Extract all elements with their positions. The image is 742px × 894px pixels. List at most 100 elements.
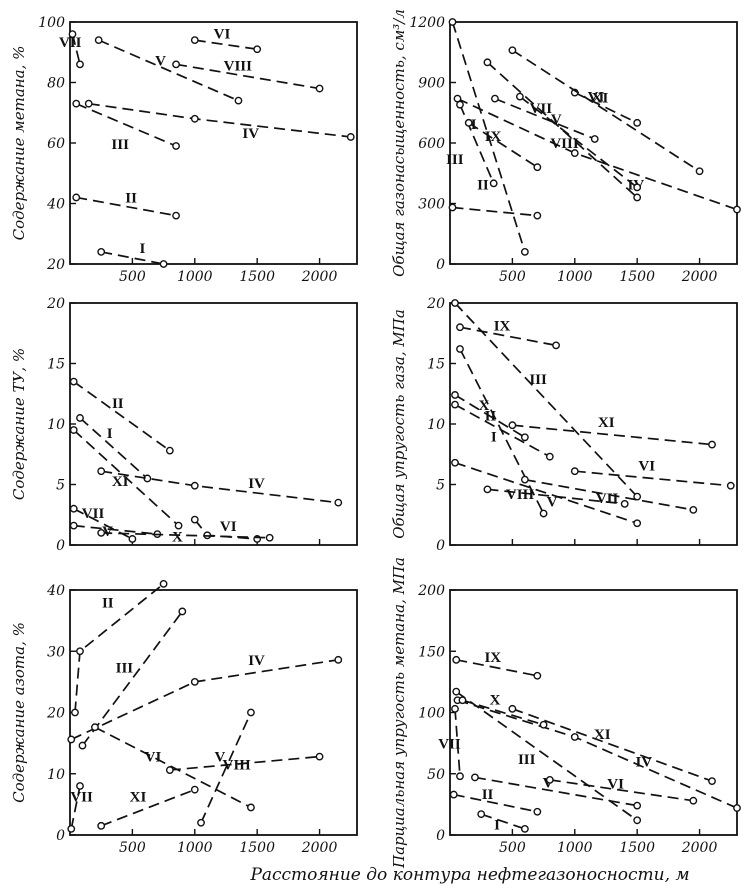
series-line-III	[454, 302, 638, 498]
data-point	[69, 377, 78, 386]
y-tick-label: 0	[56, 538, 65, 554]
data-point	[78, 741, 87, 750]
data-point	[452, 655, 461, 664]
data-point	[471, 773, 479, 782]
series-line-II	[452, 206, 538, 217]
data-point	[458, 696, 467, 705]
data-point	[97, 247, 106, 256]
series-label-I: I	[471, 117, 477, 133]
y-tick-label: 15	[427, 357, 445, 373]
panel-nitrogen: Содержание азота, % 0 10 20 30 40 500 1000 1500 2…	[10, 579, 358, 856]
x-tick-label: 500	[119, 269, 146, 285]
series-label-VIII: VIII	[223, 757, 252, 773]
plot-frame	[69, 302, 358, 546]
data-point	[76, 60, 84, 69]
series-label-VII: VII	[530, 101, 553, 117]
series-line-III	[459, 104, 495, 184]
series-label-IX: IX	[485, 129, 502, 145]
y-tick-label: 5	[436, 478, 445, 494]
data-point	[346, 133, 355, 141]
data-point	[539, 509, 548, 518]
y-axis-label: Общая газонасыщенность, см³/л	[390, 9, 408, 277]
series-label-X: X	[490, 693, 501, 709]
y-tick-label: 600	[418, 136, 445, 152]
data-point	[234, 96, 243, 105]
series-label-III: III	[529, 372, 547, 388]
data-point	[708, 440, 716, 449]
series-line-VI	[574, 470, 731, 487]
data-point	[456, 323, 464, 332]
series-label-II: II	[112, 396, 124, 412]
data-point	[508, 421, 517, 430]
data-point	[453, 94, 462, 103]
data-point	[190, 785, 199, 794]
data-point	[265, 533, 274, 542]
series-line-I	[480, 813, 526, 830]
series-label-VIII: VIII	[506, 487, 535, 503]
series-line-VIII	[519, 95, 638, 189]
data-point	[71, 708, 79, 717]
series-line-II	[454, 403, 551, 458]
series-line-V	[474, 776, 638, 807]
y-tick-label: 0	[56, 828, 65, 844]
series-line-II	[73, 380, 171, 452]
series-label-IX: IX	[494, 318, 511, 334]
y-tick-label: 20	[46, 706, 65, 722]
series-line-IV	[70, 658, 339, 741]
y-tick-label: 900	[418, 76, 445, 92]
y-tick-label: 50	[427, 767, 445, 783]
data-point	[633, 193, 642, 202]
data-point	[448, 203, 457, 212]
series-label-VII: VII	[82, 506, 105, 522]
y-tick-label: 10	[427, 417, 445, 433]
series-label-IX: IX	[484, 650, 501, 666]
data-point	[247, 803, 255, 812]
data-point	[69, 504, 78, 513]
data-point	[68, 30, 77, 38]
series-line-X	[454, 394, 526, 439]
series-line-VI	[194, 39, 258, 51]
series-line-X	[462, 699, 544, 726]
series-label-XI: XI	[112, 474, 129, 490]
series-line-VIII	[175, 63, 320, 90]
series-line-VII	[70, 785, 81, 830]
series-label-XI: XI	[598, 415, 615, 431]
data-point	[253, 45, 262, 54]
data-point	[69, 426, 78, 434]
y-tick-label: 200	[417, 583, 445, 599]
y-axis-label: Содержание метана, %	[10, 46, 28, 241]
series-label-IV: IV	[248, 653, 265, 669]
data-point	[448, 18, 457, 26]
data-point	[334, 498, 343, 507]
x-tick-label: 1500	[239, 269, 275, 285]
series-label-V: V	[551, 112, 562, 128]
series-label-II: II	[102, 596, 114, 612]
data-point	[708, 777, 716, 785]
series-label-II: II	[477, 178, 489, 194]
series-line-VII	[524, 478, 694, 511]
panel-methane: Содержание метана, % 20 40 60 80 100 500 1000 15…	[10, 15, 358, 285]
series-label-V: V	[155, 53, 166, 69]
series-label-XI: XI	[592, 91, 609, 107]
series-label-I: I	[494, 818, 500, 834]
series-line-XI	[511, 49, 701, 172]
data-point	[84, 99, 93, 108]
series-label-IV: IV	[248, 476, 265, 492]
data-point	[590, 135, 599, 143]
y-tick-label: 80	[47, 76, 65, 92]
y-tick-label: 40	[46, 197, 65, 213]
series-label-V: V	[543, 776, 554, 792]
series-line-VI	[549, 779, 694, 802]
data-point	[76, 782, 84, 790]
data-point	[67, 735, 76, 744]
data-point	[539, 720, 548, 729]
y-tick-label: 100	[38, 15, 65, 31]
data-point	[689, 506, 698, 514]
x-tick-label: 1000	[177, 269, 213, 285]
y-axis-label: Содержание азота, %	[10, 622, 28, 803]
data-point	[451, 458, 459, 467]
data-point	[451, 391, 459, 399]
series-label-X: X	[172, 529, 183, 545]
